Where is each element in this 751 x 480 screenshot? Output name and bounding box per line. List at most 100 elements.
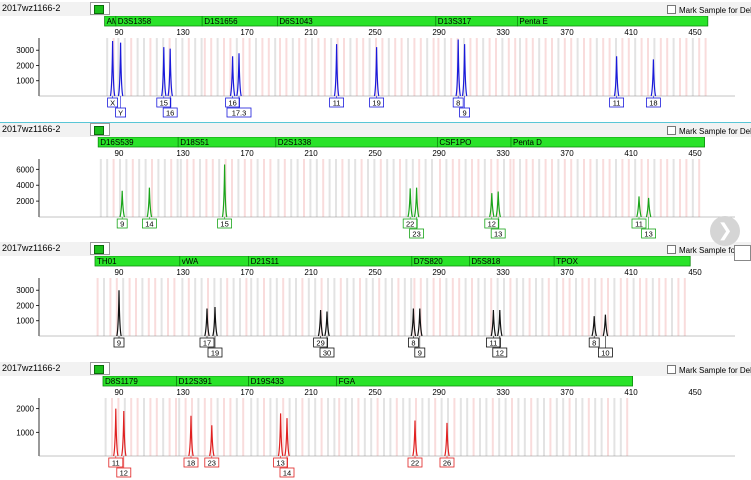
marker-bar[interactable] <box>517 16 709 27</box>
peak[interactable] <box>317 310 324 337</box>
peak[interactable] <box>284 418 290 457</box>
peak[interactable] <box>613 56 620 97</box>
allele-label-box[interactable] <box>492 347 508 358</box>
peak[interactable] <box>417 308 423 337</box>
allele-label-box[interactable] <box>116 218 128 229</box>
peak[interactable] <box>444 422 450 457</box>
allele-bin <box>223 38 225 96</box>
peak[interactable] <box>116 290 122 337</box>
peak[interactable] <box>645 197 652 218</box>
allele-label-box[interactable] <box>409 228 425 239</box>
peak[interactable] <box>161 47 167 97</box>
peak[interactable] <box>324 311 330 337</box>
sample-status-button[interactable] <box>90 242 110 255</box>
peak[interactable] <box>410 308 417 337</box>
allele-label-box[interactable] <box>115 107 126 118</box>
mark-for-deletion-checkbox[interactable]: Mark Sample for Deletion <box>667 5 751 15</box>
peak[interactable] <box>209 425 215 457</box>
peak[interactable] <box>495 191 501 218</box>
peak[interactable] <box>109 41 116 97</box>
allele-label-box[interactable] <box>459 107 471 118</box>
allele-label-box[interactable] <box>108 457 124 468</box>
peak[interactable] <box>146 187 153 218</box>
peak[interactable] <box>407 188 413 218</box>
allele-label-box[interactable] <box>598 347 613 358</box>
peak[interactable] <box>188 415 194 457</box>
allele-label-box[interactable] <box>631 218 647 229</box>
allele-label-box[interactable] <box>199 337 215 348</box>
allele-label-box[interactable] <box>156 97 172 108</box>
side-panel-toggle[interactable] <box>734 245 751 261</box>
peak[interactable] <box>333 44 340 97</box>
allele-label-box[interactable] <box>407 337 419 348</box>
peak[interactable] <box>636 196 642 218</box>
allele-label-box[interactable] <box>485 337 501 348</box>
allele-label-box[interactable] <box>439 457 455 468</box>
peak[interactable] <box>221 164 228 218</box>
marker-bar[interactable] <box>510 137 706 148</box>
allele-label-box[interactable] <box>319 347 335 358</box>
allele-label-box[interactable] <box>273 457 289 468</box>
sample-status-button[interactable] <box>90 123 110 136</box>
allele-label-box[interactable] <box>369 97 385 108</box>
allele-label-box[interactable] <box>162 107 178 118</box>
marker-bar[interactable] <box>336 376 634 387</box>
peak[interactable] <box>489 193 495 218</box>
sample-status-button[interactable] <box>90 2 110 15</box>
checkbox-box[interactable] <box>667 245 676 254</box>
allele-label-box[interactable] <box>329 97 345 108</box>
mark-for-deletion-checkbox[interactable]: Mark Sample for Deletion <box>667 126 751 136</box>
marker-bar[interactable] <box>553 256 691 267</box>
allele-label-box[interactable] <box>484 218 500 229</box>
allele-label-box[interactable] <box>226 107 252 118</box>
allele-label-box[interactable] <box>225 97 241 108</box>
peak[interactable] <box>277 413 284 457</box>
allele-label-box[interactable] <box>313 337 329 348</box>
peak[interactable] <box>236 53 242 97</box>
mark-for-deletion-checkbox[interactable]: Mark Sample for Deletion <box>667 365 751 375</box>
allele-bin <box>671 278 673 336</box>
allele-label-box[interactable] <box>204 457 220 468</box>
peak[interactable] <box>455 39 461 97</box>
peak[interactable] <box>591 316 597 337</box>
allele-label-box[interactable] <box>113 337 125 348</box>
allele-bin <box>410 278 413 336</box>
allele-label-box[interactable] <box>207 347 223 358</box>
peak[interactable] <box>119 190 125 218</box>
peak[interactable] <box>121 411 127 457</box>
allele-label-box[interactable] <box>183 457 199 468</box>
allele-label-box[interactable] <box>107 97 118 108</box>
peak[interactable] <box>229 56 236 97</box>
allele-label-box[interactable] <box>217 218 233 229</box>
allele-label-box[interactable] <box>141 218 157 229</box>
peak[interactable] <box>204 308 210 337</box>
allele-label-box[interactable] <box>588 337 600 348</box>
mark-for-deletion-checkbox[interactable]: Mark Sample for Deletion <box>667 245 751 255</box>
peak[interactable] <box>412 420 418 457</box>
peak[interactable] <box>602 314 609 337</box>
checkbox-box[interactable] <box>667 5 676 14</box>
allele-label-box[interactable] <box>414 347 426 358</box>
peak[interactable] <box>650 59 657 97</box>
peak[interactable] <box>167 48 173 97</box>
peak[interactable] <box>490 310 497 337</box>
allele-label-box[interactable] <box>646 97 661 108</box>
peak[interactable] <box>413 187 420 218</box>
peak[interactable] <box>117 42 124 97</box>
allele-label-box[interactable] <box>407 457 423 468</box>
allele-label-box[interactable] <box>452 97 464 108</box>
sample-status-button[interactable] <box>90 362 110 375</box>
allele-label-box[interactable] <box>641 228 656 239</box>
next-page-button[interactable]: ❯ <box>710 216 740 246</box>
peak[interactable] <box>113 408 119 457</box>
allele-label-box[interactable] <box>490 228 506 239</box>
allele-label-box[interactable] <box>609 97 624 108</box>
peak[interactable] <box>497 310 503 337</box>
checkbox-box[interactable] <box>667 365 676 374</box>
peak[interactable] <box>212 306 218 337</box>
allele-bin <box>421 398 424 456</box>
checkbox-box[interactable] <box>667 126 676 135</box>
peak[interactable] <box>461 44 468 97</box>
peak[interactable] <box>373 47 380 97</box>
allele-label-box[interactable] <box>402 218 418 229</box>
